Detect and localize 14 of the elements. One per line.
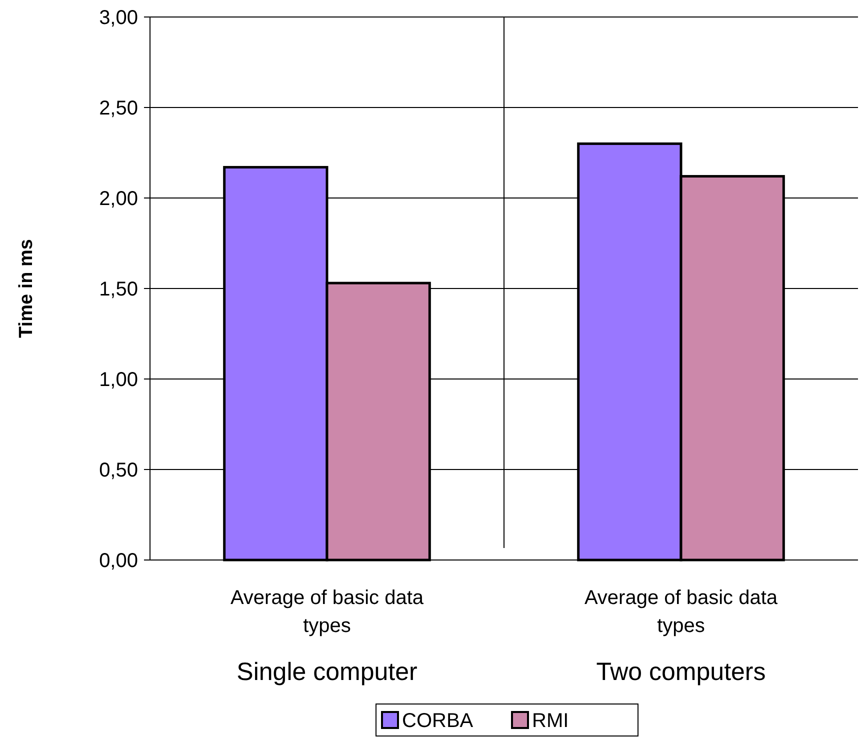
y-tick-label: 0,50 [99,460,138,482]
text: Single computer [236,658,418,686]
x-tick-label: Average of basic data types [230,587,424,637]
legend-label: RMI [532,710,569,732]
y-tick-label: 1,00 [99,369,138,391]
y-tick-label: 2,50 [99,98,138,120]
text: Two computers [596,658,766,686]
y-axis-title: Time in ms [16,239,37,338]
y-tick-label: 2,00 [99,188,138,210]
y-tick-label: 3,00 [99,7,138,29]
y-tick-label: 0,00 [99,550,138,572]
legend-label: CORBA [402,710,474,732]
y-tick-label: 1,50 [99,278,138,300]
x-tick-label: Average of basic data types [584,587,778,637]
